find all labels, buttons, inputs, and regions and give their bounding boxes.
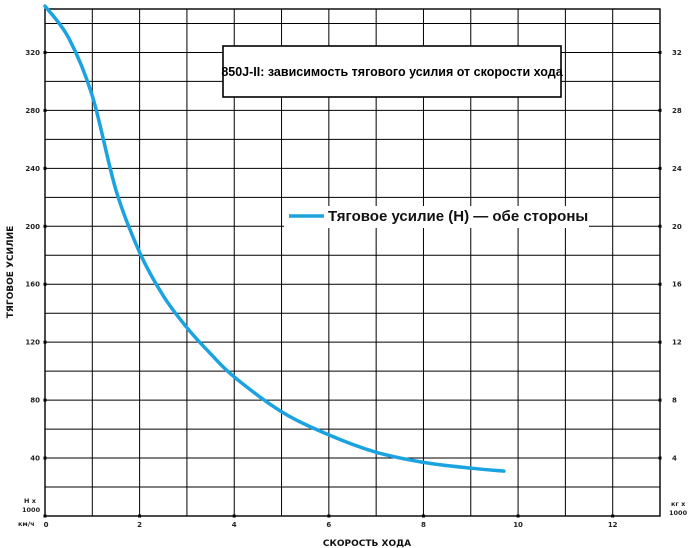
y-axis-title: ТЯГОВОЕ УСИЛИЕ <box>6 226 16 318</box>
y-left-tick-label: 160 <box>25 281 40 289</box>
x-tick-label: 0 <box>44 521 49 529</box>
series-point <box>280 410 283 413</box>
series-point <box>138 251 141 254</box>
x-tick-label: 6 <box>326 521 331 529</box>
series-point <box>502 470 505 473</box>
y-right-tick-label: 8 <box>672 397 677 405</box>
chart-title-box: 850J-II: зависимость тягового усилия от … <box>221 45 564 98</box>
x-tick-label: 8 <box>421 521 426 529</box>
y-right-tick-label: 4 <box>672 455 677 463</box>
y-right-tick-label: 20 <box>672 223 682 231</box>
series-point <box>233 375 236 378</box>
x-tick-label: 12 <box>608 521 618 529</box>
x-tick-label: 2 <box>137 521 142 529</box>
legend-label: Тяговое усилие (Н) — обе стороны <box>328 208 588 225</box>
legend: Тяговое усилие (Н) — обе стороны <box>284 206 589 228</box>
series-point <box>162 294 165 297</box>
y-left-tick-label: 280 <box>25 107 40 115</box>
series-point <box>209 352 212 355</box>
y-right-tick-label: 28 <box>672 107 682 115</box>
y-unit-right-line2: 1000 <box>669 509 688 517</box>
series-point <box>114 189 117 192</box>
series-point <box>375 451 378 454</box>
y-right-tick-label: 24 <box>672 165 682 173</box>
x-tick-label: 4 <box>232 521 237 529</box>
y-unit-left-line2: 1000 <box>22 506 41 514</box>
chart-title-frame <box>222 45 562 98</box>
series-point <box>185 326 188 329</box>
series-point <box>44 5 47 8</box>
series-point <box>91 94 94 97</box>
y-unit-left-line1: Н x <box>24 497 37 505</box>
y-left-tick-label: 240 <box>25 165 40 173</box>
axis-ticks: 0 2 4 6 8 10 124080120160200240280320481216202… <box>25 49 681 529</box>
y-right-tick-label: 32 <box>672 49 682 57</box>
series-point <box>327 433 330 436</box>
y-right-tick-label: 16 <box>672 281 682 289</box>
chart-title: 850J-II: зависимость тягового усилия от … <box>221 65 563 79</box>
series-point <box>67 36 70 39</box>
series-point <box>469 467 472 470</box>
y-left-tick-label: 40 <box>30 455 40 463</box>
y-left-tick-label: 120 <box>25 339 40 347</box>
y-left-tick-label: 80 <box>30 397 40 405</box>
series-point <box>422 461 425 464</box>
x-unit-label: км/ч <box>18 520 35 528</box>
x-axis-title: СКОРОСТЬ ХОДА <box>323 539 411 548</box>
legend-background <box>284 206 589 228</box>
y-left-tick-label: 320 <box>25 49 40 57</box>
x-tick-label: 10 <box>513 521 523 529</box>
y-right-tick-label: 12 <box>672 339 682 347</box>
series-line-traction <box>43 4 506 473</box>
plot-frame <box>44 8 661 517</box>
y-unit-right-line1: кг x <box>671 500 686 508</box>
y-left-tick-label: 200 <box>25 223 40 231</box>
